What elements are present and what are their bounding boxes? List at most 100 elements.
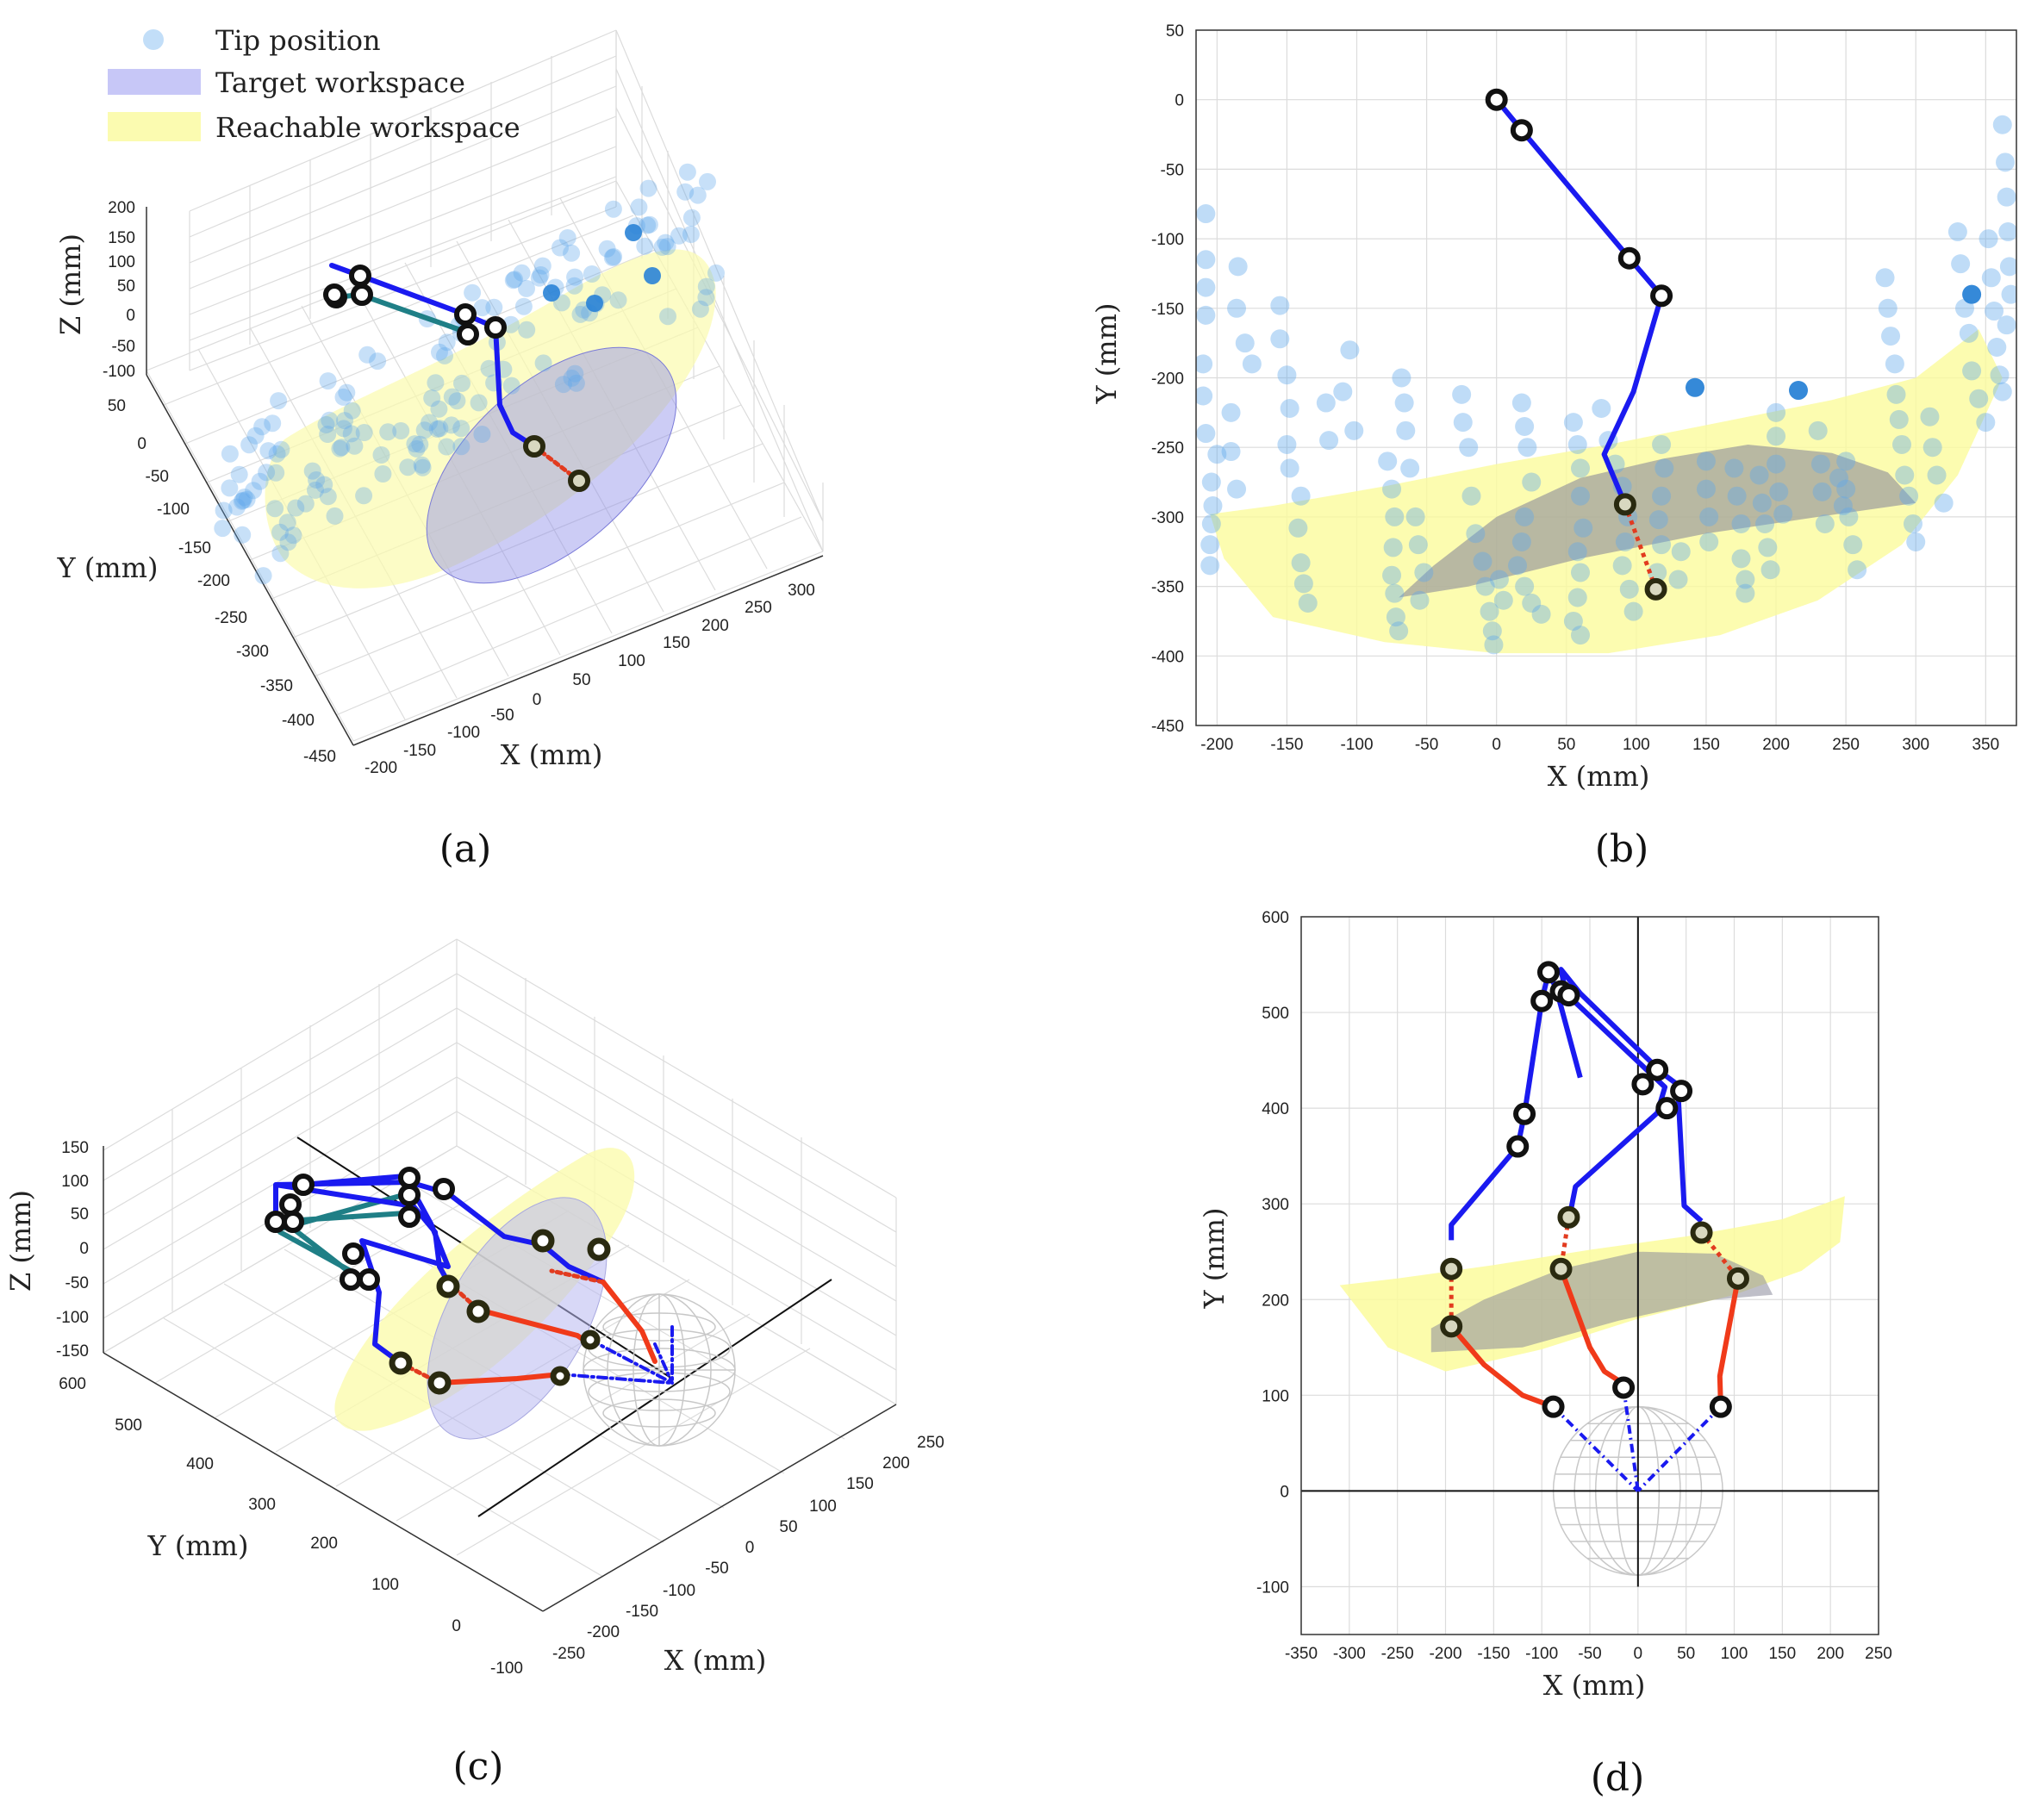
tip-position-point bbox=[1652, 434, 1672, 454]
tip-position-point bbox=[284, 526, 302, 545]
tip-position-point bbox=[238, 490, 256, 508]
tip-position-point bbox=[1903, 514, 1922, 533]
tip-position-point bbox=[571, 305, 589, 323]
tip-position-point bbox=[1699, 507, 1719, 526]
y-tick: -200 bbox=[1151, 370, 1184, 389]
x-tick: 0 bbox=[533, 691, 542, 709]
tip-position-point bbox=[566, 268, 584, 286]
tip-position-point bbox=[453, 374, 470, 392]
tip-position-point bbox=[428, 420, 446, 438]
tip-position-point bbox=[1619, 579, 1639, 599]
tip-position-point bbox=[443, 388, 461, 406]
tip-position-point bbox=[438, 438, 456, 456]
tip-position-highlight bbox=[586, 295, 603, 312]
x-tick: -100 bbox=[1525, 1645, 1558, 1663]
tip-position-point bbox=[565, 277, 583, 295]
tip-position-point bbox=[1340, 340, 1360, 360]
tip-position-point bbox=[258, 464, 276, 482]
tip-position-point bbox=[338, 383, 356, 402]
z-tick: 50 bbox=[71, 1205, 89, 1224]
joint-marker bbox=[1650, 284, 1673, 308]
panel-d-x-label: X (mm) bbox=[1543, 1669, 1646, 1702]
y-tick: -250 bbox=[1151, 439, 1184, 458]
tip-position-point bbox=[319, 372, 337, 390]
tip-position-point bbox=[1270, 296, 1290, 315]
tip-position-point bbox=[682, 209, 701, 227]
z-tick: 0 bbox=[79, 1240, 89, 1258]
tip-position-point bbox=[676, 183, 695, 201]
joint-marker bbox=[1726, 1267, 1749, 1290]
tip-position-point bbox=[438, 333, 456, 352]
tip-position-point bbox=[319, 488, 337, 506]
x-tick: 300 bbox=[1902, 736, 1929, 754]
tip-position-point bbox=[245, 482, 263, 500]
x-tick: 250 bbox=[1865, 1645, 1892, 1663]
panel-c-links-teal bbox=[271, 1191, 412, 1282]
tip-position-point bbox=[1511, 393, 1531, 413]
joint-marker bbox=[1485, 88, 1508, 111]
tip-position-point bbox=[1200, 535, 1220, 555]
tip-position-point bbox=[1567, 542, 1587, 562]
legend-swatch-target bbox=[108, 69, 201, 95]
tip-position-point bbox=[1574, 518, 1593, 538]
finger-link-red bbox=[1558, 1267, 1625, 1386]
panel-a-z-label: Z (mm) bbox=[54, 234, 87, 335]
joint-marker bbox=[1670, 1080, 1693, 1103]
tip-position-point bbox=[518, 321, 536, 339]
y-tick: -400 bbox=[1151, 648, 1184, 666]
x-tick: -50 bbox=[705, 1560, 728, 1578]
panel-d-reference-axes bbox=[1301, 917, 1879, 1587]
tip-position-point bbox=[254, 567, 272, 585]
tip-position-point bbox=[1985, 302, 2004, 321]
tip-position-point bbox=[372, 446, 390, 464]
tip-position-point bbox=[1592, 399, 1611, 419]
tip-position-point bbox=[1280, 458, 1299, 478]
tip-position-point bbox=[319, 426, 337, 443]
x-tick: -200 bbox=[1200, 736, 1233, 754]
joint-marker bbox=[1612, 1376, 1636, 1399]
tip-position-point bbox=[609, 291, 627, 309]
tip-position-point bbox=[1489, 570, 1509, 589]
y-tick: 100 bbox=[1262, 1387, 1289, 1405]
panel-d-caption: (d) bbox=[1591, 1756, 1645, 1800]
tip-position-point bbox=[246, 427, 265, 445]
tip-position-point bbox=[253, 418, 271, 436]
tip-position-point bbox=[1333, 382, 1353, 402]
tip-position-point bbox=[272, 440, 290, 458]
tip-position-point bbox=[485, 298, 503, 316]
x-tick: 50 bbox=[779, 1518, 797, 1536]
tip-position-point bbox=[1927, 465, 1947, 485]
x-tick: 0 bbox=[745, 1539, 755, 1557]
tip-position-point bbox=[473, 299, 491, 317]
tip-position-point bbox=[563, 244, 581, 262]
tip-position-point bbox=[1959, 323, 1979, 343]
tip-position-point bbox=[554, 376, 572, 394]
legend-label-tip: Tip position bbox=[215, 24, 381, 57]
tip-position-point bbox=[1836, 479, 1856, 499]
tip-position-point bbox=[707, 264, 725, 282]
tip-position-point bbox=[1196, 354, 1213, 374]
tip-position-point bbox=[1878, 298, 1898, 318]
tip-position-point bbox=[1736, 570, 1755, 589]
tip-position-point bbox=[1997, 187, 2016, 207]
tip-position-point bbox=[1316, 393, 1336, 413]
joint-marker bbox=[1655, 1097, 1679, 1120]
tip-position-point bbox=[1962, 361, 1982, 381]
tip-position-point bbox=[431, 420, 449, 438]
tip-position-point bbox=[604, 200, 622, 218]
tip-position-point bbox=[308, 471, 326, 489]
y-tick: 300 bbox=[248, 1496, 276, 1514]
tip-position-point bbox=[1385, 507, 1405, 526]
joint-marker bbox=[1617, 246, 1641, 270]
tip-position-point bbox=[1648, 510, 1668, 530]
tip-position-point bbox=[530, 269, 548, 287]
panel-a-caption: (a) bbox=[439, 827, 492, 871]
tip-position-point bbox=[1394, 393, 1414, 413]
tip-position-point bbox=[240, 436, 259, 454]
tip-position-point bbox=[1889, 409, 1909, 429]
tip-position-point bbox=[697, 277, 715, 296]
tip-position-point bbox=[1767, 427, 1786, 446]
joint-marker bbox=[1530, 989, 1554, 1012]
joint-marker bbox=[349, 265, 371, 287]
